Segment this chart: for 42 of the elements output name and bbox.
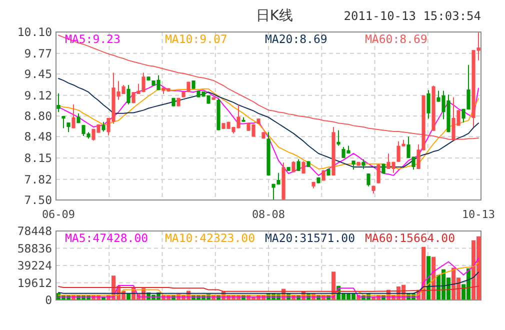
candlestick [62, 116, 66, 129]
text: MA5:9.23 [65, 32, 120, 46]
text: MA20:31571.00 [265, 231, 356, 245]
line-series [58, 34, 479, 140]
candlestick [336, 130, 340, 146]
candlestick [296, 158, 300, 172]
candlestick [302, 160, 306, 174]
text: MA5:47428.00 [65, 231, 148, 245]
line-series [58, 272, 479, 294]
text: MA10:42323.00 [165, 231, 256, 245]
y-tick-label: 9.45 [24, 67, 52, 81]
y-tick-label: 8.15 [24, 151, 52, 165]
y-tick-label: 9.12 [24, 88, 52, 102]
y-tick-label: 78448 [17, 224, 52, 238]
y-tick-label: 0 [45, 293, 52, 307]
x-tick-label: 06-09 [42, 208, 76, 221]
chart-title: 日K线 [256, 8, 294, 24]
y-tick-label: 7.50 [24, 193, 52, 207]
text: MA60:15664.00 [365, 231, 456, 245]
candlestick [366, 173, 370, 187]
text: MA10:9.07 [165, 32, 228, 46]
y-tick-label: 7.82 [24, 172, 52, 186]
y-tick-label: 58836 [17, 241, 52, 256]
candlestick [56, 92, 60, 113]
candlestick [362, 158, 366, 170]
text: MA60:8.69 [365, 32, 428, 46]
x-tick-label: 08-08 [252, 208, 286, 221]
y-tick-label: 39224 [17, 258, 52, 272]
text: MA20:8.69 [265, 32, 328, 46]
candlestick [72, 104, 76, 129]
x-tick-label: 10-13 [462, 208, 496, 221]
y-tick-label: 8.48 [24, 130, 52, 144]
candlestick [102, 121, 106, 132]
candlestick [126, 84, 130, 105]
candlestick [426, 90, 430, 120]
candlestick [376, 163, 380, 184]
y-tick-label: 9.77 [24, 46, 52, 60]
candlestick [352, 160, 356, 170]
y-tick-label: 8.80 [24, 109, 52, 123]
y-tick-label: 19612 [17, 276, 52, 290]
y-tick-label: 10.10 [17, 25, 52, 39]
text: 2011-10-13 15:03:54 [344, 9, 481, 23]
